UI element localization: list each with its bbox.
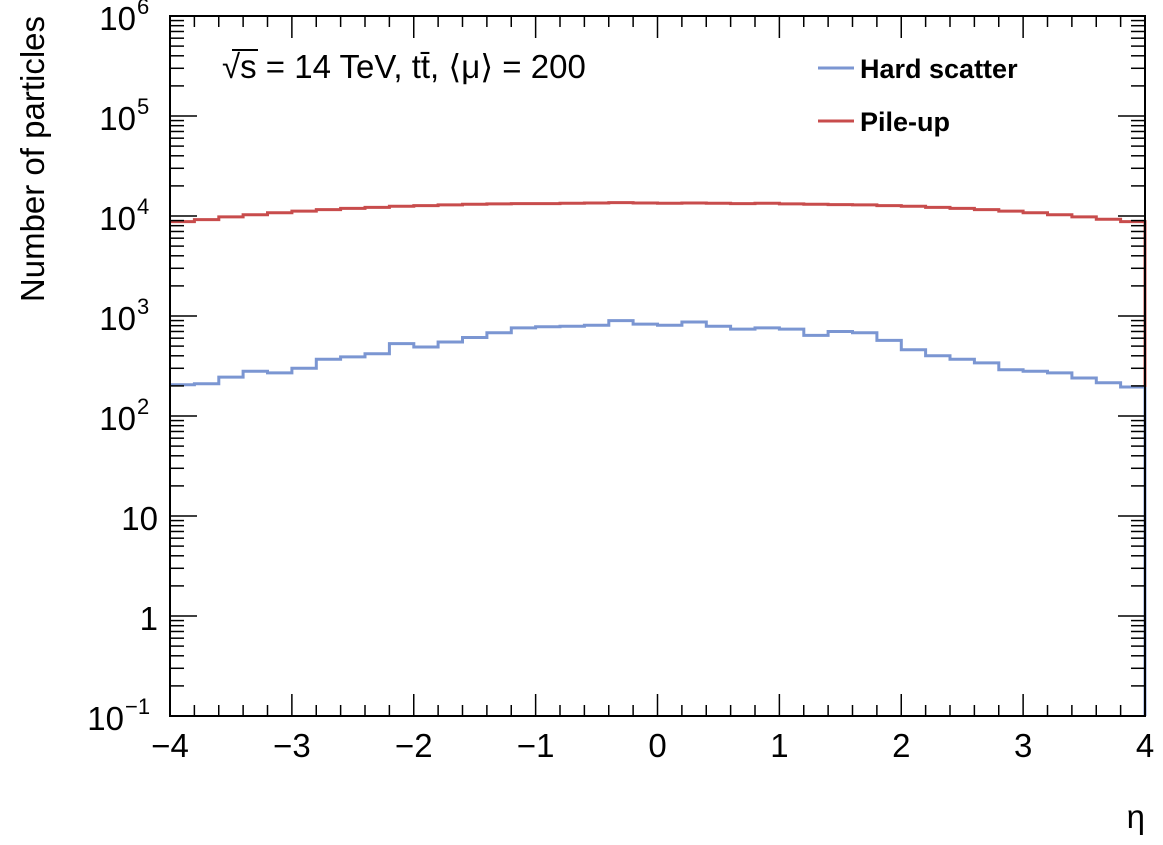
y-tick-label: 10 [99,200,136,237]
y-tick-label: 10 [99,0,136,37]
y-tick-label-exponent: 3 [137,294,149,319]
annotation-sqrt-s: √s [222,48,257,85]
ticks-layer [169,15,1146,717]
x-tick-label: 3 [1014,727,1032,764]
y-tick-label: 10 [99,300,136,337]
x-tick-label: −1 [517,727,555,764]
annotation-energy: = 14 TeV, [257,48,412,85]
plot-annotation: √s = 14 TeV, tt̄, ⟨μ⟩ = 200 [222,48,586,85]
x-tick-label: 0 [648,727,666,764]
y-tick-label-exponent: 2 [137,394,149,419]
x-tick-label: 1 [770,727,788,764]
x-axis-label: η [1127,798,1145,835]
y-tick-label: 10 [121,500,158,537]
y-tick-label: 1 [140,600,158,637]
y-axis-label: Number of particles [14,16,51,302]
y-tick-label: 10 [99,400,136,437]
y-tick-label: 10 [87,700,124,737]
plot-area [170,201,1147,716]
y-tick-label-exponent: −1 [125,694,150,719]
x-tick-label: 4 [1136,727,1154,764]
legend-entry-hard-scatter: Hard scatter [818,54,1018,84]
x-tick-label: −2 [395,727,433,764]
y-tick-label-exponent: 4 [137,194,149,219]
legend-label-hard-scatter: Hard scatter [860,54,1018,84]
y-tick-label-exponent: 5 [137,94,149,119]
legend-label-pile-up: Pile-up [860,107,950,137]
series-layer [170,201,1147,716]
annotation-pileup: , ⟨μ⟩ = 200 [430,48,586,85]
series-line-pile-up [170,201,1147,387]
y-tick-label: 10 [99,100,136,137]
svg-text:√s = 14 TeV, tt̄, ⟨μ⟩ = 200: √s = 14 TeV, tt̄, ⟨μ⟩ = 200 [222,48,586,85]
annotation-process: tt̄ [412,48,430,85]
y-tick-label-exponent: 6 [137,0,149,19]
x-tick-label: −4 [151,727,189,764]
series-line-hard-scatter [170,319,1147,716]
x-tick-label: 2 [892,727,910,764]
legend: Hard scatter Pile-up [818,54,1018,137]
legend-entry-pile-up: Pile-up [818,107,950,137]
x-tick-labels: −4 −3 −2 −1 0 1 2 3 4 [151,727,1154,764]
x-tick-label: −3 [273,727,311,764]
